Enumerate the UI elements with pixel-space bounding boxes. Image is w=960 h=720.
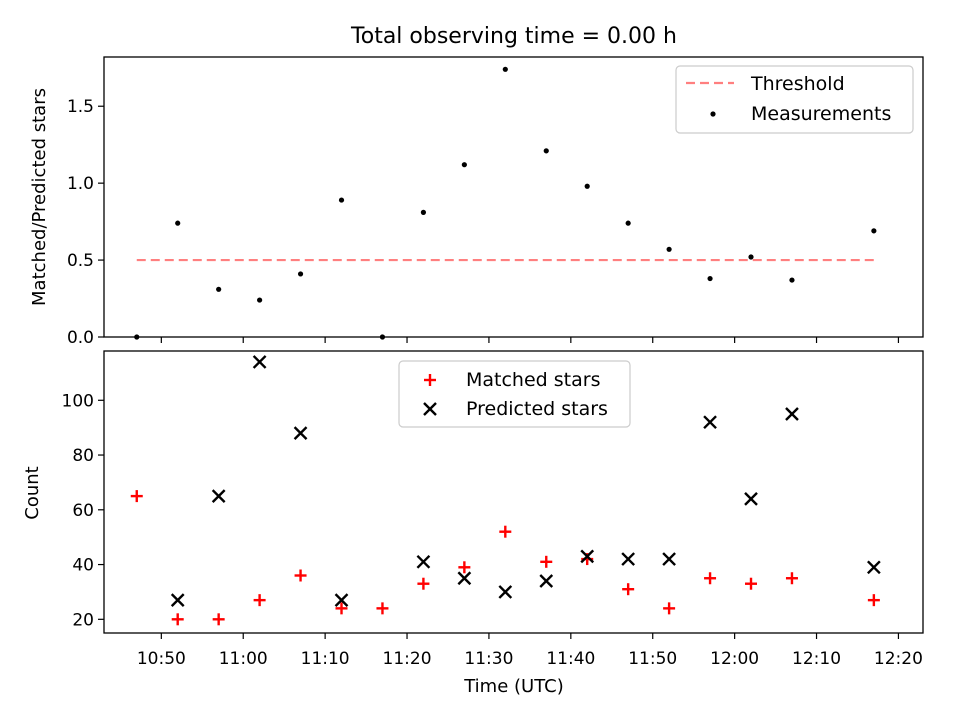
matched-star-point <box>458 561 471 574</box>
count-y-tick-label: 60 <box>72 501 94 521</box>
matched-star-point <box>499 525 512 538</box>
measurement-point <box>216 286 222 292</box>
ratio-y-tick-label: 1.5 <box>67 97 94 117</box>
count-x-tick-label: 11:00 <box>219 649 268 669</box>
measurement-point <box>175 220 181 226</box>
legend-predicted-label: Predicted stars <box>466 398 608 420</box>
count-legend-box <box>398 360 631 428</box>
measurement-point <box>420 209 427 215</box>
legend-measurements-swatch <box>710 111 716 117</box>
legend-predicted-swatch <box>423 402 437 416</box>
predicted-star-point <box>170 593 185 607</box>
measurement-point <box>707 275 713 282</box>
legend-threshold-label: Threshold <box>750 73 845 95</box>
matched-star-point <box>540 555 553 568</box>
measurements-points <box>134 66 877 340</box>
count-x-ticks: 10:50 11:00 11:10 11:20 11:30 11:40 11:50 12:00… <box>137 633 923 669</box>
measurement-point <box>748 254 754 260</box>
measurement-point <box>502 66 508 72</box>
count-x-tick-label: 12:10 <box>792 649 841 669</box>
matched-star-point <box>622 583 635 596</box>
predicted-star-point <box>703 415 717 430</box>
matched-star-point <box>785 572 798 585</box>
ratio-y-axis-label: Matched/Predicted stars <box>29 88 50 306</box>
legend-measurements-label: Measurements <box>751 103 891 125</box>
ratio-y-tick-label: 1.0 <box>67 174 94 194</box>
predicted-star-point <box>252 355 267 369</box>
measurement-point <box>625 220 631 226</box>
measurement-point <box>871 228 877 234</box>
count-x-tick-label: 12:20 <box>874 649 923 669</box>
ratio-y-tick-label: 0.0 <box>67 328 94 348</box>
ratio-y-tick-label: 0.5 <box>67 251 94 271</box>
count-x-tick-label: 11:30 <box>464 649 513 669</box>
count-y-tick-label: 20 <box>72 610 94 630</box>
x-axis-label: Time (UTC) <box>463 676 564 697</box>
count-x-tick-label: 11:10 <box>301 649 350 669</box>
matched-star-point <box>663 602 676 615</box>
measurement-point <box>666 246 672 252</box>
measurement-point <box>257 297 263 303</box>
matched-star-point <box>335 602 348 615</box>
ratio-y-ticks: 0.0 0.5 1.0 1.5 <box>67 97 104 348</box>
count-x-tick-label: 11:50 <box>628 649 677 669</box>
ratio-legend-box <box>675 65 914 134</box>
matched-star-point <box>704 572 717 585</box>
measurement-point <box>789 277 795 283</box>
ratio-axes-frame <box>103 56 924 338</box>
legend-matched-marker <box>424 374 436 386</box>
predicted-star-point <box>211 489 226 503</box>
count-y-axis-label: Count <box>22 466 43 519</box>
predicted-stars-points <box>170 355 881 607</box>
predicted-star-point <box>457 571 472 586</box>
matched-star-point <box>130 490 143 503</box>
count-x-tick-label: 10:50 <box>137 649 186 669</box>
count-x-tick-label: 11:20 <box>383 649 432 669</box>
predicted-star-point <box>662 552 676 566</box>
matched-star-point <box>294 569 307 582</box>
matched-star-point <box>171 613 184 626</box>
measurement-point <box>297 271 304 277</box>
measurement-point <box>584 183 590 189</box>
legend-predicted-marker <box>423 402 437 416</box>
predicted-star-point <box>539 574 554 588</box>
chart-title: Total observing time = 0.00 h <box>350 24 677 49</box>
predicted-star-point <box>498 585 513 599</box>
count-y-tick-label: 100 <box>62 391 94 411</box>
predicted-star-point <box>416 554 431 569</box>
measurement-point <box>461 162 467 168</box>
ratio-x-ticks <box>160 337 900 343</box>
count-y-tick-label: 40 <box>72 556 94 576</box>
predicted-star-point <box>334 593 349 607</box>
count-x-tick-label: 11:40 <box>546 649 595 669</box>
predicted-star-point <box>293 426 308 440</box>
legend-matched-label: Matched stars <box>466 369 600 391</box>
legend-matched-swatch <box>424 374 436 386</box>
matched-star-point <box>745 577 758 590</box>
ratio-legend: Threshold Measurements <box>675 65 914 134</box>
matched-star-point <box>376 602 389 615</box>
predicted-star-point <box>580 549 595 564</box>
measurement-point <box>338 197 345 203</box>
count-y-tick-label: 80 <box>72 446 94 466</box>
count-y-ticks: 20 40 60 80 100 <box>62 391 104 630</box>
predicted-star-point <box>785 407 799 421</box>
matched-stars-points <box>130 490 880 626</box>
count-legend: Matched stars Predicted stars <box>398 360 631 428</box>
matched-star-point <box>867 594 880 607</box>
matched-star-point <box>212 613 225 626</box>
count-panel: 20 40 60 80 100 10:50 11:00 11:10 11:20 11:30 11:… <box>22 350 924 697</box>
matched-star-point <box>417 577 430 590</box>
predicted-star-point <box>621 552 636 566</box>
ratio-panel: 0.0 0.5 1.0 1.5 Matched/Predicted stars Thr… <box>29 56 924 348</box>
matched-star-point <box>253 594 266 607</box>
count-x-tick-label: 12:00 <box>710 649 759 669</box>
predicted-star-point <box>867 560 881 575</box>
measurement-point <box>543 148 549 154</box>
count-axes-frame <box>103 350 924 634</box>
predicted-star-point <box>744 491 758 506</box>
